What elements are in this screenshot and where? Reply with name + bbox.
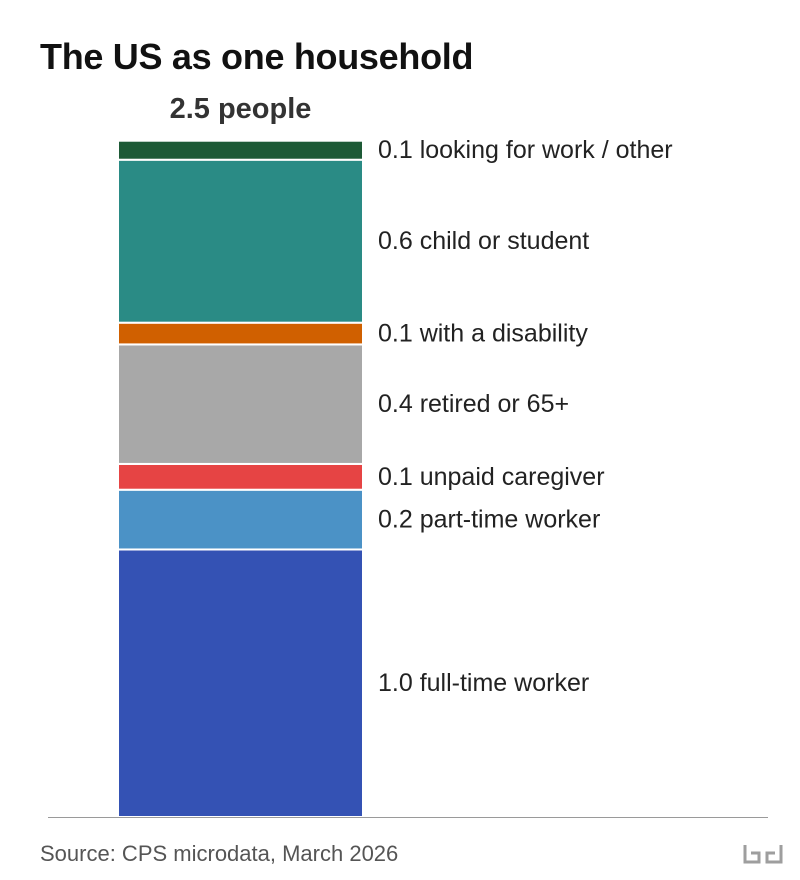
bar-segment-unpaid-caregiver xyxy=(117,462,364,491)
bd-logo-icon xyxy=(743,845,783,864)
bar-segment-with-a-disability xyxy=(117,321,364,346)
segment-label: 0.1 looking for work / other xyxy=(378,136,673,164)
bar-segment-looking-for-work-other xyxy=(117,139,364,161)
segment-label: 0.4 retired or 65+ xyxy=(378,390,569,418)
segment-label: 0.2 part-time worker xyxy=(378,506,600,534)
segment-label: 0.6 child or student xyxy=(378,227,589,255)
bar-segment-child-or-student xyxy=(117,158,364,324)
segment-labels: 1.0 full-time worker 0.2 part-time worker… xyxy=(378,136,673,697)
total-label: 2.5 people xyxy=(170,93,312,125)
bar-segment-part-time-worker xyxy=(117,488,364,551)
segment-label: 1.0 full-time worker xyxy=(378,669,589,697)
bar-segment-retired-or-65- xyxy=(117,343,364,465)
segment-label: 0.1 with a disability xyxy=(378,320,588,348)
segment-label: 0.1 unpaid caregiver xyxy=(378,463,605,491)
bar-segment-full-time-worker xyxy=(117,548,364,818)
source-note: Source: CPS microdata, March 2026 xyxy=(40,841,399,866)
bar-segments xyxy=(117,139,364,818)
chart-title: The US as one household xyxy=(40,36,474,77)
